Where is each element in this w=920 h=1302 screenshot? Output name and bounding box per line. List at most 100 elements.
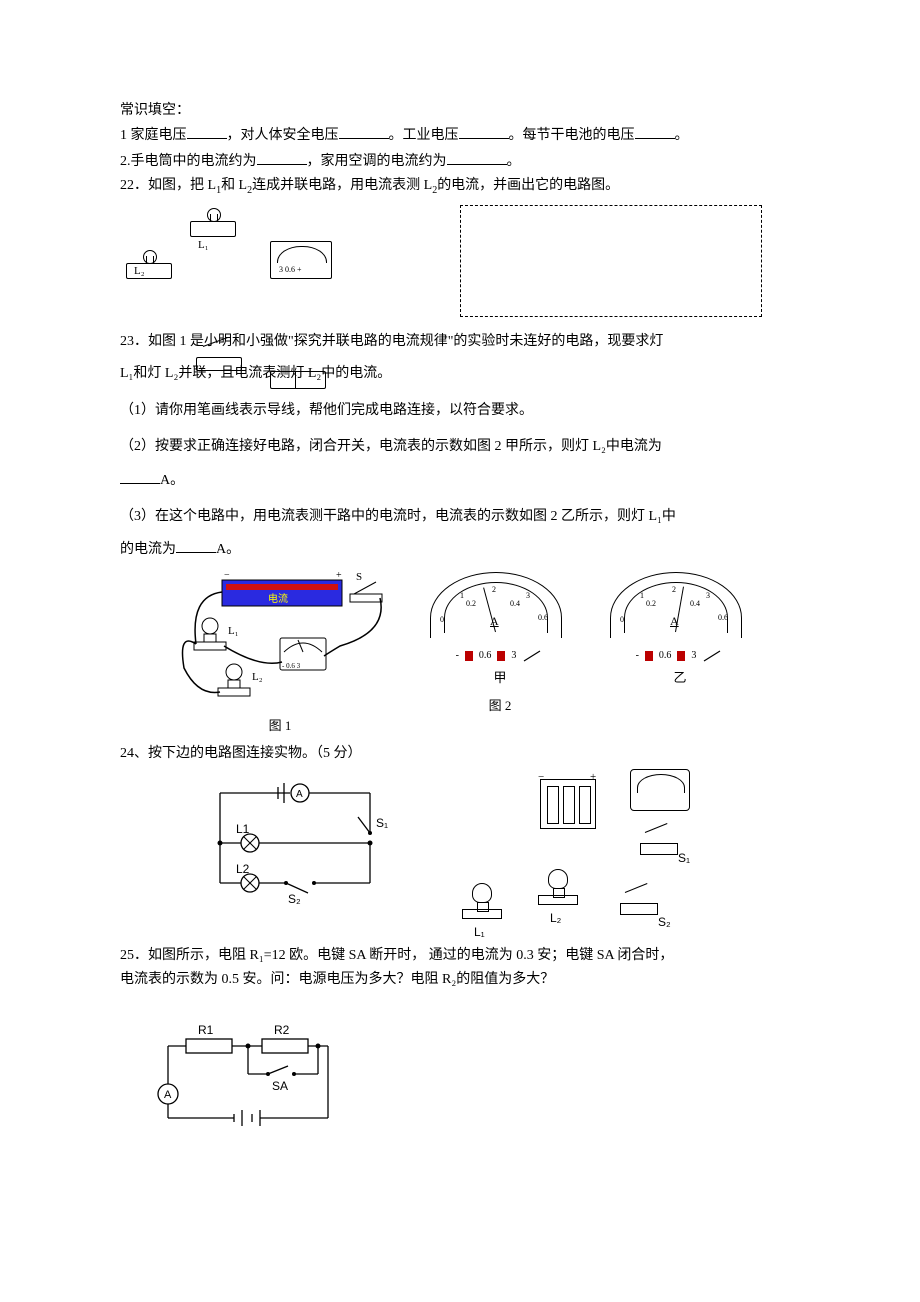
ammeter-a: A bbox=[296, 789, 303, 800]
range-tab-icon bbox=[645, 651, 653, 661]
label-r2: R2 bbox=[274, 1023, 290, 1037]
range-minus: - bbox=[636, 648, 639, 664]
svg-text:- 0.6 3: - 0.6 3 bbox=[282, 662, 301, 670]
switch-s2-icon bbox=[620, 903, 658, 915]
ammeter-dial-yi: 0 1 0.2 2 0.4 3 0.6 A bbox=[610, 572, 740, 644]
range-tab-icon bbox=[465, 651, 473, 661]
q25-line1: 25．如图所示，电阻 R₁=12 欧。电键 SA 断开时， 通过的电流为 0.3… bbox=[120, 945, 800, 967]
worksheet-page: 常识填空： 1 家庭电压，对人体安全电压。工业电压。每节干电池的电压。 2.手电… bbox=[120, 100, 800, 1142]
label-l2: L₂ bbox=[252, 671, 263, 683]
label-l2: L₂ bbox=[550, 909, 561, 928]
q23-p3: （2）按要求正确连接好电路，闭合开关，电流表的示数如图 2 甲所示，则灯 L₂中… bbox=[120, 436, 800, 458]
figure-1: 电流 − + S L₁ L₂ bbox=[170, 572, 390, 737]
q22-c: 连成并联电路，用电流表测 L bbox=[252, 178, 432, 193]
q23-p3a: （2）按要求正确连接好电路，闭合开关，电流表的示数如图 2 甲所示，则灯 L₂中… bbox=[120, 439, 662, 454]
blank bbox=[187, 124, 227, 139]
range-06: 0.6 bbox=[479, 648, 492, 664]
figure-2-jia: 0 1 0.2 2 0.4 3 0.6 A - 0.6 3 bbox=[430, 572, 570, 737]
range-3: 3 bbox=[691, 648, 696, 664]
q23-p1a: 23．如图 1 是小明和小强做"探究并联电路的电流规律"的实验时未连好的电路，现… bbox=[120, 334, 663, 349]
bulb-l1-icon bbox=[190, 221, 236, 237]
bulb-l2-icon bbox=[548, 869, 568, 889]
battery-pack-icon bbox=[540, 779, 596, 829]
q25-l1: 25．如图所示，电阻 R₁=12 欧。电键 SA 断开时， 通过的电流为 0.3… bbox=[120, 948, 673, 963]
q24-physical: − + S₁ S₂ L₁ L₂ bbox=[430, 773, 730, 943]
label-l1: L₁ bbox=[198, 237, 209, 255]
q22-answer-box bbox=[460, 205, 762, 317]
label-sa: SA bbox=[272, 1079, 288, 1093]
tick-06: 0.6 bbox=[718, 612, 728, 625]
range-tab-icon bbox=[497, 651, 505, 661]
q2-part-c: 。 bbox=[507, 154, 521, 169]
label-a: A bbox=[164, 1089, 172, 1101]
blank bbox=[447, 150, 507, 165]
tick-06: 0.6 bbox=[538, 612, 548, 625]
tick-1: 1 bbox=[460, 590, 464, 603]
q22-figures: L₁ L₂ 3 0.6 + bbox=[120, 205, 800, 317]
q23-p4b-text: 的电流为 bbox=[120, 542, 176, 557]
label-s1: S₁ bbox=[376, 816, 388, 830]
intro-heading: 常识填空： bbox=[120, 100, 800, 122]
range-tab-icon bbox=[677, 651, 685, 661]
q23-p2: （1）请你用笔画线表示导线，帮他们完成电路连接，以符合要求。 bbox=[120, 400, 800, 422]
q1-part-c: 。工业电压 bbox=[389, 128, 459, 143]
ammeter-icon: 3 0.6 + bbox=[270, 241, 332, 279]
range-lever-icon bbox=[702, 649, 724, 663]
ammeter-icon bbox=[630, 769, 690, 811]
tick-2: 2 bbox=[672, 584, 676, 597]
tick-02: 0.2 bbox=[466, 598, 476, 611]
q22-text: 22．如图，把 L1和 L2连成并联电路，用电流表测 L2的电流，并画出它的电路… bbox=[120, 175, 800, 199]
fig1-caption: 图 1 bbox=[170, 716, 390, 737]
battery-label: 电流 bbox=[268, 592, 288, 605]
fig1-wires: 电流 − + S L₁ L₂ bbox=[170, 572, 390, 712]
svg-text:−: − bbox=[224, 572, 230, 581]
blank bbox=[120, 469, 160, 484]
blank bbox=[459, 124, 509, 139]
range-lever-icon bbox=[522, 649, 544, 663]
blank bbox=[635, 124, 675, 139]
ammeter-dial-jia: 0 1 0.2 2 0.4 3 0.6 A bbox=[430, 572, 560, 644]
label-r1: R1 bbox=[198, 1023, 214, 1037]
tick-02: 0.2 bbox=[646, 598, 656, 611]
label-s1: S₁ bbox=[678, 849, 690, 868]
q22-b: 和 L bbox=[221, 178, 247, 193]
tick-3: 3 bbox=[526, 590, 530, 603]
range-row-jia: - 0.6 3 bbox=[430, 648, 570, 664]
q23-p4c: A。 bbox=[216, 542, 240, 557]
bulb-l1-icon bbox=[472, 883, 492, 903]
tick-0: 0 bbox=[620, 614, 624, 627]
label-s2: S₂ bbox=[658, 913, 671, 932]
q25-line2: 电流表的示数为 0.5 安。问：电源电压为多大？电阻 R₂的阻值为多大？ bbox=[120, 969, 800, 991]
label-l2: L2 bbox=[236, 862, 250, 876]
q1-part-d: 。每节干电池的电压 bbox=[509, 128, 635, 143]
q24-schematic-svg: A S₁ L1 bbox=[200, 773, 400, 933]
q25-schematic: R1 R2 A bbox=[150, 1022, 350, 1142]
bulb-l2-icon bbox=[126, 263, 172, 279]
fig2-caption: 图 2 bbox=[430, 696, 570, 717]
q24-text: 24、按下边的电路图连接实物。（5 分） bbox=[120, 743, 800, 765]
q2-part-a: 2.手电筒中的电流约为 bbox=[120, 154, 257, 169]
label-s: S bbox=[356, 572, 362, 583]
range-row-yi: - 0.6 3 bbox=[610, 648, 750, 664]
q24-schematic: A S₁ L1 bbox=[200, 773, 400, 933]
q25-svg: R1 R2 A bbox=[150, 1022, 350, 1142]
range-3: 3 bbox=[511, 648, 516, 664]
switch-s1-icon bbox=[640, 843, 678, 855]
q1-part-e: 。 bbox=[675, 128, 689, 143]
q23-figures: 电流 − + S L₁ L₂ bbox=[120, 572, 800, 737]
jia-caption: 甲 bbox=[430, 668, 570, 689]
intro-q1: 1 家庭电压，对人体安全电压。工业电压。每节干电池的电压。 bbox=[120, 124, 800, 147]
tick-1: 1 bbox=[640, 590, 644, 603]
tick-04: 0.4 bbox=[690, 598, 700, 611]
q2-part-b: ，家用空调的电流约为 bbox=[307, 154, 447, 169]
tick-3: 3 bbox=[706, 590, 710, 603]
yi-caption: 乙 bbox=[610, 668, 750, 689]
intro-q2: 2.手电筒中的电流约为 ，家用空调的电流约为 。 bbox=[120, 150, 800, 173]
blank bbox=[339, 124, 389, 139]
q24-figures: A S₁ L1 bbox=[200, 773, 800, 943]
q23-p3-blank: A。 bbox=[120, 469, 800, 492]
q23-p3b: A。 bbox=[160, 473, 184, 488]
range-minus: - bbox=[456, 648, 459, 664]
q22-a: 22．如图，把 L bbox=[120, 178, 216, 193]
blank bbox=[257, 150, 307, 165]
